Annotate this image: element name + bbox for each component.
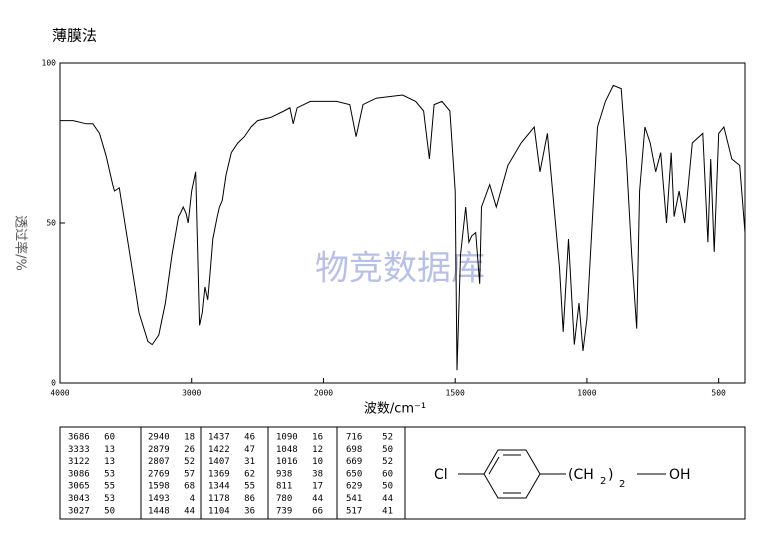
peak-wavenumber: 2807 <box>148 457 170 467</box>
chart-title: 薄膜法 <box>52 27 97 45</box>
peak-wavenumber: 2769 <box>148 469 170 479</box>
peak-intensity: 10 <box>312 457 323 467</box>
peak-intensity: 66 <box>312 506 323 516</box>
repeat-subscript: 2 <box>619 479 625 490</box>
peak-intensity: 31 <box>244 457 255 467</box>
peak-intensity: 44 <box>184 506 195 516</box>
watermark: 物竞数据库 <box>315 249 485 289</box>
peak-wavenumber: 1598 <box>148 482 170 492</box>
peak-wavenumber: 3686 <box>68 433 90 443</box>
peak-wavenumber: 1493 <box>148 494 170 504</box>
peak-intensity: 36 <box>244 506 255 516</box>
peak-intensity: 52 <box>382 433 393 443</box>
peak-wavenumber: 3065 <box>68 482 90 492</box>
peak-wavenumber: 2940 <box>148 433 170 443</box>
atom-label: Cl <box>434 467 448 483</box>
peak-wavenumber: 629 <box>346 482 362 492</box>
peak-wavenumber: 3043 <box>68 494 90 504</box>
peak-intensity: 86 <box>244 494 255 504</box>
peak-wavenumber: 1090 <box>276 433 298 443</box>
x-tick-label: 500 <box>711 389 726 398</box>
peak-intensity: 53 <box>104 494 115 504</box>
peak-wavenumber: 739 <box>276 506 292 516</box>
peak-wavenumber: 1448 <box>148 506 170 516</box>
peak-wavenumber: 2879 <box>148 445 170 455</box>
peak-wavenumber: 3086 <box>68 469 90 479</box>
peak-intensity: 52 <box>382 457 393 467</box>
peak-wavenumber: 1104 <box>208 506 230 516</box>
peak-wavenumber: 1437 <box>208 433 230 443</box>
peak-intensity: 12 <box>312 445 323 455</box>
peak-intensity: 44 <box>312 494 323 504</box>
peak-wavenumber: 1178 <box>208 494 230 504</box>
x-tick-label: 4000 <box>50 389 69 398</box>
peak-intensity: 47 <box>244 445 255 455</box>
peak-wavenumber: 541 <box>346 494 362 504</box>
peak-wavenumber: 938 <box>276 469 292 479</box>
double-bond <box>488 456 500 475</box>
peak-wavenumber: 1048 <box>276 445 298 455</box>
peak-intensity: 26 <box>184 445 195 455</box>
peak-intensity: 57 <box>184 469 195 479</box>
peak-wavenumber: 3027 <box>68 506 90 516</box>
peak-wavenumber: 669 <box>346 457 362 467</box>
peak-wavenumber: 811 <box>276 482 292 492</box>
peak-wavenumber: 698 <box>346 445 362 455</box>
group-close: ) <box>608 467 613 483</box>
peak-wavenumber: 1407 <box>208 457 230 467</box>
peak-intensity: 62 <box>244 469 255 479</box>
peak-wavenumber: 1016 <box>276 457 298 467</box>
peak-intensity: 68 <box>184 482 195 492</box>
peak-wavenumber: 3333 <box>68 445 90 455</box>
x-tick-label: 3000 <box>182 389 201 398</box>
terminal-label: OH <box>669 467 691 483</box>
x-tick-label: 1000 <box>577 389 596 398</box>
peak-intensity: 50 <box>382 445 393 455</box>
peak-wavenumber: 650 <box>346 469 362 479</box>
x-tick-label: 2000 <box>314 389 333 398</box>
y-tick-label: 50 <box>46 219 56 228</box>
peak-intensity: 50 <box>104 506 115 516</box>
y-tick-label: 0 <box>51 379 56 388</box>
peak-intensity: 60 <box>382 469 393 479</box>
peak-intensity: 44 <box>382 494 393 504</box>
peak-intensity: 53 <box>104 469 115 479</box>
peak-intensity: 16 <box>312 433 323 443</box>
y-axis-label: 透过率/% <box>13 215 29 271</box>
y-tick-label: 100 <box>42 59 57 68</box>
peak-wavenumber: 716 <box>346 433 362 443</box>
peak-intensity: 4 <box>190 494 195 504</box>
peak-intensity: 60 <box>104 433 115 443</box>
peak-wavenumber: 1369 <box>208 469 230 479</box>
peak-intensity: 18 <box>184 433 195 443</box>
group-subscript: 2 <box>600 476 606 487</box>
x-tick-label: 1500 <box>446 389 465 398</box>
peak-wavenumber: 780 <box>276 494 292 504</box>
peak-intensity: 41 <box>382 506 393 516</box>
peak-intensity: 55 <box>104 482 115 492</box>
structure <box>458 449 666 499</box>
peak-wavenumber: 517 <box>346 506 362 516</box>
peak-intensity: 38 <box>312 469 323 479</box>
spectrum-line <box>60 84 746 371</box>
table-frame <box>59 426 746 520</box>
peak-intensity: 50 <box>382 482 393 492</box>
peak-intensity: 55 <box>244 482 255 492</box>
peak-wavenumber: 1422 <box>208 445 230 455</box>
peak-intensity: 17 <box>312 482 323 492</box>
x-axis-label: 波数/cm⁻¹ <box>364 402 426 417</box>
peak-wavenumber: 1344 <box>208 482 230 492</box>
peak-intensity: 46 <box>244 433 255 443</box>
peak-intensity: 52 <box>184 457 195 467</box>
peak-intensity: 13 <box>104 457 115 467</box>
peak-intensity: 13 <box>104 445 115 455</box>
peak-wavenumber: 3122 <box>68 457 90 467</box>
group-label: (CH <box>568 467 594 483</box>
